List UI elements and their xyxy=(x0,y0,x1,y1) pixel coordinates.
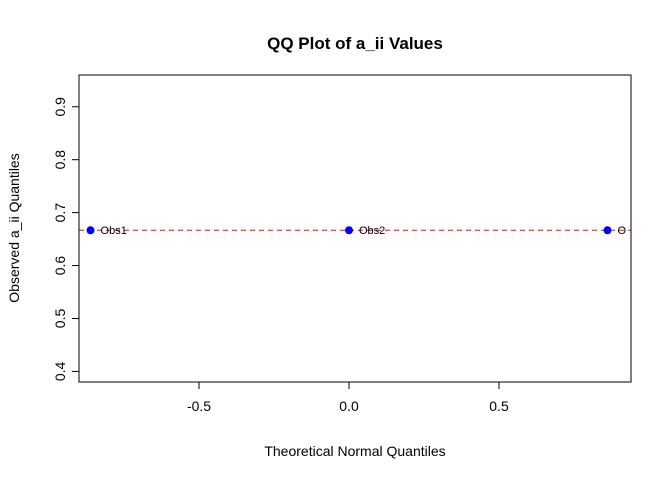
x-axis-label: Theoretical Normal Quantiles xyxy=(264,443,445,459)
data-point xyxy=(345,226,353,235)
y-axis: 0.4 0.5 0.6 0.7 0.8 0.9 xyxy=(52,97,80,381)
y-tick-label: 0.8 xyxy=(52,150,68,170)
x-tick-label: 0.5 xyxy=(489,398,509,414)
y-tick-label: 0.7 xyxy=(52,203,68,223)
data-point xyxy=(603,226,612,235)
points-layer: Obs1 Obs2 O xyxy=(86,225,626,237)
chart-title: QQ Plot of a_ii Values xyxy=(267,34,443,53)
y-tick-label: 0.6 xyxy=(52,256,68,276)
y-tick-label: 0.4 xyxy=(52,361,68,381)
plot-border xyxy=(78,74,632,383)
point-label: Obs1 xyxy=(101,225,127,237)
x-tick-label: -0.5 xyxy=(187,398,211,414)
x-tick-label: 0.0 xyxy=(339,398,359,414)
y-tick-label: 0.9 xyxy=(52,97,68,117)
point-label: Obs2 xyxy=(359,225,385,237)
point-label: O xyxy=(617,225,626,237)
y-tick-label: 0.5 xyxy=(52,309,68,329)
plot-area xyxy=(78,74,632,383)
y-axis-label: Observed a_ii Quantiles xyxy=(6,153,22,302)
x-axis: -0.5 0.0 0.5 xyxy=(187,381,509,414)
data-point xyxy=(86,226,95,235)
